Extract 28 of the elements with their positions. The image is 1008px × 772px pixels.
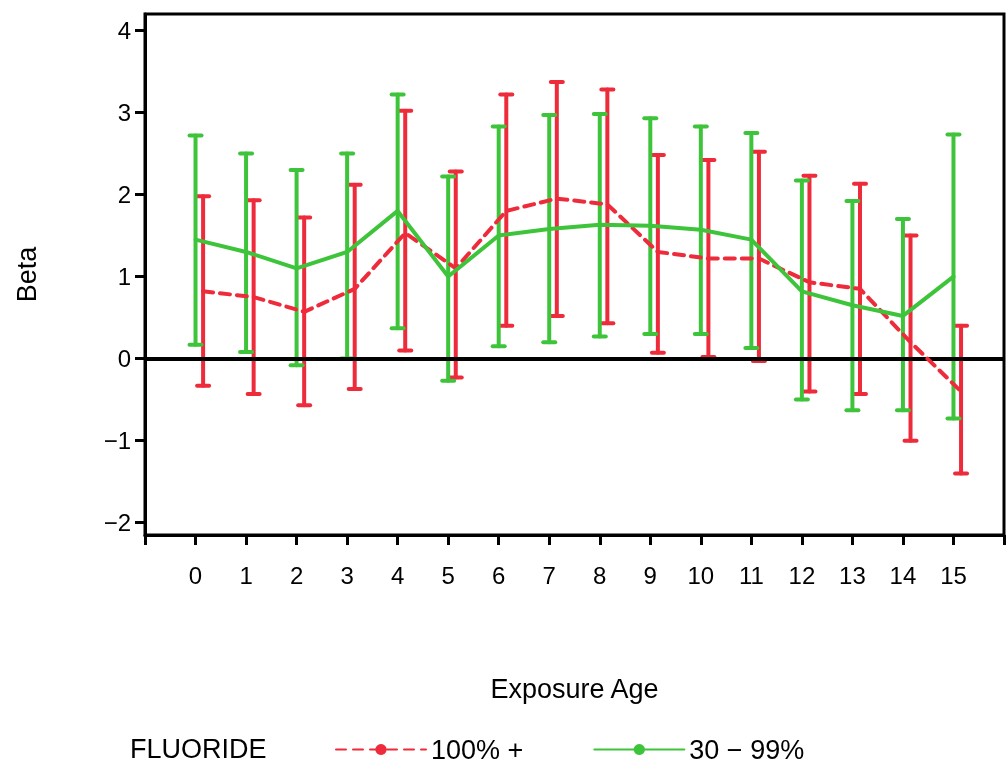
x-tick-label: 14 <box>889 561 917 589</box>
x-tick-label: 12 <box>788 561 816 589</box>
x-tick-label: 11 <box>738 561 764 589</box>
legend-label: 30 − 99% <box>689 734 805 765</box>
y-tick-label: 1 <box>117 263 131 291</box>
x-tick-label: 3 <box>340 561 354 589</box>
y-tick-label: 3 <box>117 98 131 126</box>
x-tick-label: 13 <box>839 561 866 589</box>
y-tick-label: 2 <box>117 181 131 208</box>
x-tick-label: 2 <box>289 561 304 589</box>
x-tick-label: 0 <box>188 561 203 589</box>
y-tick-label: −2 <box>103 509 131 537</box>
x-tick-label: 5 <box>441 561 455 589</box>
x-tick-label: 4 <box>390 561 405 589</box>
x-tick-label: 9 <box>643 561 657 589</box>
x-axis-title: Exposure Age <box>490 673 659 704</box>
y-tick-label: 4 <box>117 16 131 44</box>
y-tick-label: −1 <box>103 427 131 455</box>
x-tick-label: 7 <box>542 561 556 589</box>
x-tick-label: 6 <box>492 561 506 589</box>
legend-label: 100% + <box>431 734 524 765</box>
x-tick-label: 8 <box>593 561 607 589</box>
x-tick-label: 15 <box>940 561 967 589</box>
legend-title: FLUORIDE <box>130 733 267 764</box>
x-tick-label: 10 <box>687 561 715 589</box>
y-tick-label: 0 <box>117 345 131 373</box>
x-tick-label: 1 <box>239 561 253 589</box>
y-axis-title: Beta <box>11 245 42 303</box>
